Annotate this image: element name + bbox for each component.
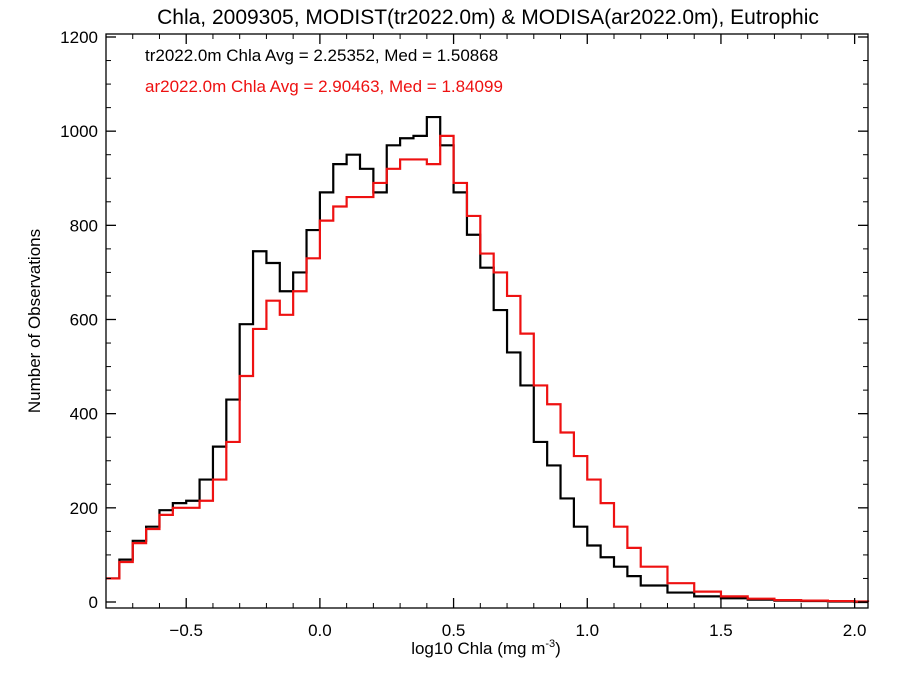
ticks-layer: −0.5 0.0 0.5 1.0 1.5 2.0 0 200 400 600 800 1000 1200 <box>60 28 868 640</box>
series-layer <box>106 115 870 604</box>
x-tick-label: 2.0 <box>843 621 867 640</box>
x-tick-label: 1.0 <box>575 621 599 640</box>
y-tick-label: 0 <box>89 593 98 612</box>
y-tick-label: 1200 <box>60 28 98 47</box>
y-tick-label: 200 <box>70 499 98 518</box>
legend-entry-1: ar2022.0m Chla Avg = 2.90463, Med = 1.84… <box>145 77 503 96</box>
y-axis-label: Number of Observations <box>25 229 44 413</box>
x-axis-label-superscript: -3 <box>545 638 555 650</box>
x-tick-label: 0.0 <box>308 621 332 640</box>
x-axis-label: log10 Chla (mg m-3) <box>411 638 561 658</box>
chart-title: Chla, 2009305, MODIST(tr2022.0m) & MODIS… <box>157 6 819 29</box>
y-tick-label: 800 <box>70 216 98 235</box>
plot-frame <box>105 33 869 609</box>
x-tick-label: 1.5 <box>709 621 733 640</box>
x-axis-label-close: ) <box>555 639 561 658</box>
series-line-1 <box>106 134 870 603</box>
y-tick-label: 600 <box>70 311 98 330</box>
x-tick-label: 0.5 <box>442 621 466 640</box>
y-tick-label: 400 <box>70 405 98 424</box>
legend-entry-0: tr2022.0m Chla Avg = 2.25352, Med = 1.50… <box>145 46 498 65</box>
x-axis-label-main: log10 Chla (mg m <box>411 639 545 658</box>
y-tick-label: 1000 <box>60 122 98 141</box>
series-line-0 <box>106 115 868 604</box>
x-tick-label: −0.5 <box>169 621 203 640</box>
